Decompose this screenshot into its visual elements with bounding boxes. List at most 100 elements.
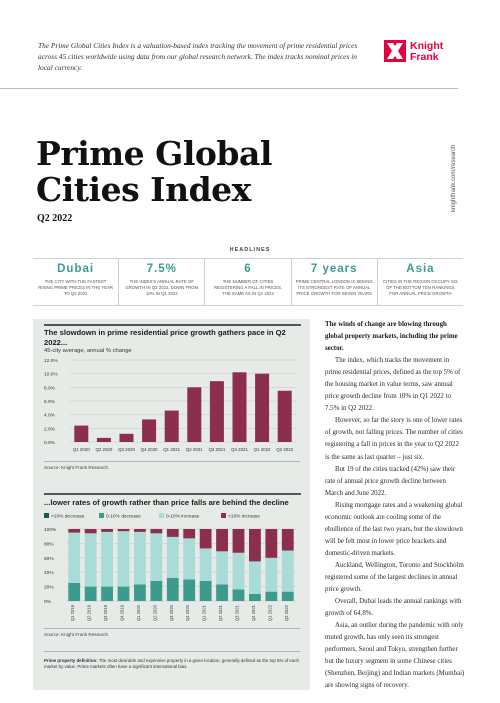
knight-frank-logo-icon bbox=[384, 40, 406, 62]
chart2-bar-segment bbox=[265, 557, 278, 592]
chart2-x-tick-label: Q3 2019 bbox=[103, 604, 108, 621]
chart2-bar-segment bbox=[183, 538, 196, 580]
chart1-y-tick-label: 0.0% bbox=[44, 440, 56, 446]
chart1-bar bbox=[96, 437, 111, 442]
chart2-x-tick-label: Q1 2020 bbox=[136, 604, 141, 621]
headline-desc: Prime central London is seeing its stron… bbox=[295, 279, 373, 297]
chart2-bar-segment bbox=[183, 579, 196, 601]
chart2-bar-segment bbox=[166, 529, 179, 537]
chart2-legend-swatch bbox=[221, 513, 226, 518]
headline-item: 7 years Prime central London is seeing i… bbox=[290, 259, 377, 305]
chart2-bar-segment bbox=[134, 531, 146, 585]
chart2-x-tick-label: Q1 2022 bbox=[267, 604, 272, 621]
chart2-source: Source: Knight Frank Research bbox=[44, 632, 109, 637]
definition-label: Prime property definition: bbox=[44, 658, 98, 663]
side-url[interactable]: knightfrank.com/research bbox=[451, 128, 461, 212]
chart1-top-rule bbox=[44, 324, 301, 326]
body-paragraph: Asia, an outlier during the pandemic wit… bbox=[325, 622, 465, 690]
chart1-x-tick-label: Q2 2021 bbox=[186, 447, 203, 452]
chart1-bar bbox=[277, 390, 292, 442]
body-lead: The winds of change are blowing through … bbox=[325, 321, 458, 353]
chart2-bar-segment bbox=[150, 533, 163, 581]
chart1-bar bbox=[164, 410, 179, 442]
chart2-bar-segment bbox=[232, 529, 245, 553]
chart2-bar-segment bbox=[134, 529, 146, 532]
chart1-x-tick-label: Q2 2020 bbox=[95, 447, 112, 452]
chart2-x-tick-label: Q2 2020 bbox=[152, 604, 157, 621]
header-divider bbox=[0, 88, 458, 89]
headline-desc: Cities in the region occupy six of the b… bbox=[383, 279, 458, 297]
chart2-bar-segment bbox=[68, 583, 81, 601]
chart2-svg: >10% decrease 0-10% decrease 0-10% increas… bbox=[44, 513, 296, 621]
headline-item: Dubai The city with the fastest rising p… bbox=[33, 259, 118, 305]
chart1-x-tick-label: Q1 2020 bbox=[73, 447, 90, 452]
chart2-legend-label: 0-10% decrease bbox=[106, 514, 141, 520]
chart2-bar-segment bbox=[249, 593, 261, 601]
chart1-bar bbox=[255, 373, 270, 442]
chart1-x-tick-label: Q1 2022 bbox=[254, 447, 271, 452]
brand-name: Knight Frank bbox=[410, 41, 443, 62]
chart2-bottom-rule bbox=[44, 628, 300, 629]
headline-value: 7 years bbox=[310, 263, 358, 275]
chart2-x-tick-label: Q4 2020 bbox=[185, 604, 190, 621]
chart2-bar-segment bbox=[281, 550, 294, 592]
chart1-bar bbox=[74, 425, 89, 442]
chart2-bar-segment bbox=[134, 584, 146, 601]
chart1-x-tick-label: Q3 2021 bbox=[208, 447, 225, 452]
knight-frank-logo[interactable]: Knight Frank bbox=[384, 40, 466, 66]
intro-text: The Prime Global Cities Index is a valua… bbox=[38, 41, 358, 73]
chart2-bar-segment bbox=[84, 529, 97, 534]
headline-item: 6 The number of cities registering a fal… bbox=[204, 259, 290, 305]
chart2-bar-segment bbox=[166, 536, 179, 578]
chart2-y-tick-label: 40% bbox=[44, 570, 54, 576]
page-subtitle: Q2 2022 bbox=[37, 213, 73, 224]
chart1-x-tick-label: Q3 2020 bbox=[118, 447, 135, 452]
chart2-x-tick-label: Q3 2020 bbox=[169, 604, 174, 621]
chart1-y-tick-label: 10.0% bbox=[44, 372, 58, 378]
chart1-bar bbox=[232, 372, 247, 442]
chart2-bar-segment bbox=[68, 529, 81, 533]
headline-value: Asia bbox=[406, 263, 435, 275]
headline-value: 6 bbox=[244, 263, 252, 275]
chart2-bar-segment bbox=[117, 586, 130, 601]
chart2-y-tick-label: 60% bbox=[44, 556, 54, 562]
headline-item: 7.5% The index's annual rate of growth i… bbox=[118, 259, 204, 305]
headline-desc: The index's annual rate of growth in Q2 … bbox=[125, 279, 199, 297]
headline-value: Dubai bbox=[57, 263, 95, 275]
chart2-bar-segment bbox=[281, 529, 294, 551]
headlines-label: HEADLINES bbox=[229, 247, 271, 253]
chart1-bottom-rule bbox=[44, 461, 300, 462]
chart2-x-tick-label: Q2 2022 bbox=[284, 604, 289, 621]
chart2-bar-segment bbox=[117, 531, 130, 587]
chart2-x-tick-label: Q1 2021 bbox=[202, 604, 207, 621]
definition-note: Prime property definition: The most desi… bbox=[44, 658, 300, 670]
chart2-legend-label: >10% increase bbox=[228, 514, 260, 520]
chart1-y-tick-label: 8.0% bbox=[44, 385, 56, 391]
chart2-bar-segment bbox=[117, 529, 130, 532]
chart2-bar-segment bbox=[101, 586, 113, 601]
chart2-bar-segment bbox=[68, 532, 81, 583]
chart2-bar-segment bbox=[281, 591, 294, 601]
chart2-y-tick-label: 0% bbox=[44, 599, 52, 605]
chart2-bar-segment bbox=[166, 577, 179, 601]
chart2-title: ...lower rates of growth rather than pri… bbox=[44, 498, 289, 507]
chart1-bar bbox=[142, 419, 157, 442]
body-paragraph: Overall, Dubai leads the annual rankings… bbox=[325, 598, 462, 618]
brand-name-line2: Frank bbox=[410, 50, 439, 63]
chart2-bar-segment bbox=[232, 552, 245, 590]
chart2-bar-segment bbox=[232, 589, 245, 601]
chart2-bar-segment bbox=[249, 561, 261, 594]
chart2-y-tick-label: 80% bbox=[44, 541, 54, 547]
chart2-y-tick-label: 100% bbox=[44, 527, 57, 533]
chart2-bar-segment bbox=[199, 529, 212, 549]
chart2-bar-segment bbox=[84, 586, 97, 601]
chart2-bar-segment bbox=[199, 580, 212, 601]
chart2-legend-label: >10% decrease bbox=[51, 514, 85, 520]
chart1-source: Source: Knight Frank Research bbox=[44, 465, 109, 470]
body-text: The winds of change are blowing through … bbox=[325, 319, 465, 692]
chart2-x-tick-label: Q3 2021 bbox=[235, 604, 240, 621]
definition-rule bbox=[44, 651, 300, 652]
chart2-bar-segment bbox=[101, 531, 113, 587]
chart2-x-tick-label: Q2 2019 bbox=[87, 604, 92, 621]
chart1-y-tick-label: 12.0% bbox=[44, 358, 58, 364]
